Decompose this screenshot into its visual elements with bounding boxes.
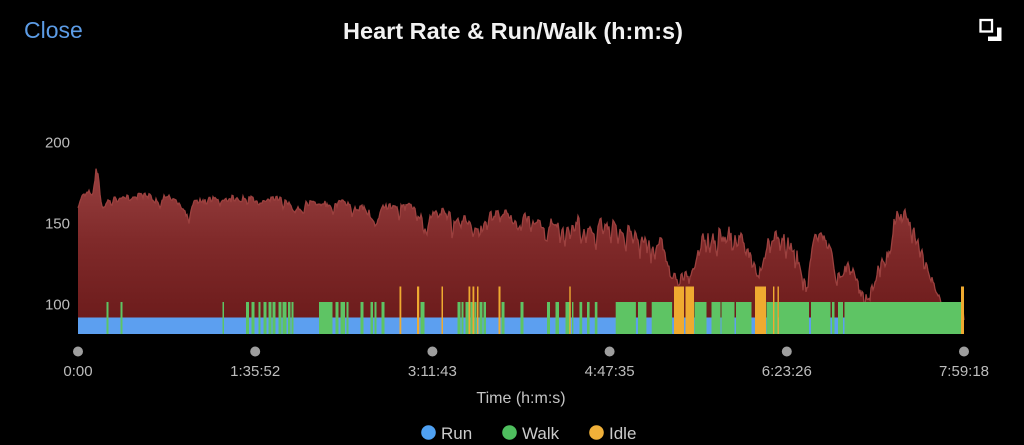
svg-text:6:23:26: 6:23:26 [762, 363, 812, 380]
svg-text:4:47:35: 4:47:35 [585, 363, 635, 380]
svg-text:Walk: Walk [522, 424, 560, 443]
svg-text:Run: Run [441, 424, 472, 443]
svg-text:100: 100 [45, 297, 70, 314]
svg-text:Close: Close [24, 17, 83, 43]
svg-text:150: 150 [45, 216, 70, 233]
svg-text:200: 200 [45, 135, 70, 152]
svg-text:7:59:18: 7:59:18 [939, 363, 989, 380]
svg-text:Time (h:m:s): Time (h:m:s) [476, 390, 565, 407]
svg-text:Heart Rate & Run/Walk (h:m:s): Heart Rate & Run/Walk (h:m:s) [343, 18, 683, 44]
svg-text:Idle: Idle [609, 424, 636, 443]
svg-text:0:00: 0:00 [63, 363, 92, 380]
svg-text:3:11:43: 3:11:43 [408, 363, 457, 380]
svg-text:1:35:52: 1:35:52 [230, 363, 280, 380]
